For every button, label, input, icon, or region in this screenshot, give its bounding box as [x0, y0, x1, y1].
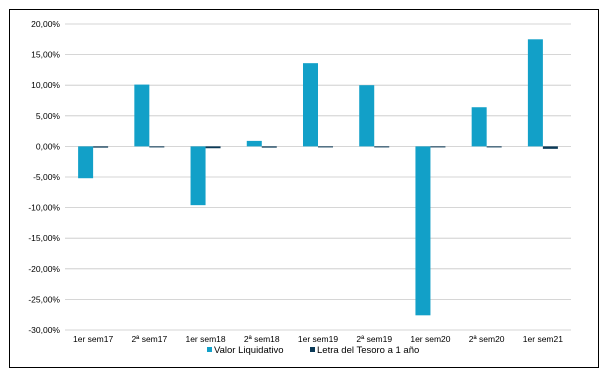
bar-valor-liquidativo [527, 39, 543, 147]
bars [78, 39, 558, 316]
x-tick-label: 1er sem18 [185, 334, 225, 344]
bar-valor-liquidativo [246, 140, 262, 147]
y-tick-label: -30,00% [28, 325, 60, 335]
x-tick-label: 1er sem17 [73, 334, 113, 344]
x-tick-label: 2ª sem19 [356, 334, 392, 344]
bar-valor-liquidativo [471, 107, 487, 147]
y-axis-tick-labels: 20,00% 15,00% 10,00% 5,00% 0,00% -5,00% -10,00… [28, 19, 60, 335]
bar-valor-liquidativo [415, 146, 431, 316]
x-tick-label: 1er sem19 [298, 334, 338, 344]
bar-letra-del-tesoro [205, 146, 221, 149]
chart-frame: 20,00% 15,00% 10,00% 5,00% 0,00% -5,00% -10,00… [9, 9, 599, 368]
y-tick-label: 20,00% [31, 19, 60, 29]
y-tick-label: -25,00% [28, 294, 60, 304]
bar-letra-del-tesoro [261, 146, 277, 148]
bar-valor-liquidativo [359, 85, 375, 147]
y-tick-label: 15,00% [31, 50, 60, 60]
bar-chart: 20,00% 15,00% 10,00% 5,00% 0,00% -5,00% -10,00… [28, 19, 571, 356]
x-tick-label: 2ª sem18 [244, 334, 280, 344]
bar-letra-del-tesoro [486, 146, 502, 148]
x-tick-label: 2ª sem17 [131, 334, 167, 344]
legend-swatch-letra-del-tesoro [310, 347, 315, 352]
bar-valor-liquidativo [134, 84, 150, 147]
y-tick-label: 10,00% [31, 80, 60, 90]
bar-letra-del-tesoro [318, 146, 333, 148]
bar-letra-del-tesoro [542, 146, 558, 149]
x-tick-label: 2ª sem20 [469, 334, 505, 344]
bar-valor-liquidativo [190, 146, 206, 206]
y-tick-label: 5,00% [36, 111, 61, 121]
y-tick-label: -15,00% [28, 233, 60, 243]
legend: Valor Liquidativo Letra del Tesoro a 1 a… [207, 345, 419, 356]
bar-letra-del-tesoro [149, 146, 165, 148]
legend-label-valor-liquidativo: Valor Liquidativo [214, 345, 284, 356]
y-tick-label: 0,00% [36, 141, 61, 151]
x-axis-tick-labels: 1er sem17 2ª sem17 1er sem18 2ª sem18 1er se… [73, 334, 563, 344]
legend-swatch-valor-liquidativo [207, 347, 212, 352]
y-tick-label: -5,00% [33, 172, 60, 182]
bar-letra-del-tesoro [93, 146, 109, 148]
bar-valor-liquidativo [78, 146, 94, 179]
bar-letra-del-tesoro [374, 146, 390, 148]
bar-valor-liquidativo [303, 63, 318, 147]
bar-letra-del-tesoro [430, 146, 446, 148]
legend-label-letra-del-tesoro: Letra del Tesoro a 1 año [317, 345, 419, 356]
x-tick-label: 1er sem21 [523, 334, 563, 344]
y-tick-label: -10,00% [28, 203, 60, 213]
x-tick-label: 1er sem20 [410, 334, 450, 344]
y-tick-label: -20,00% [28, 264, 60, 274]
